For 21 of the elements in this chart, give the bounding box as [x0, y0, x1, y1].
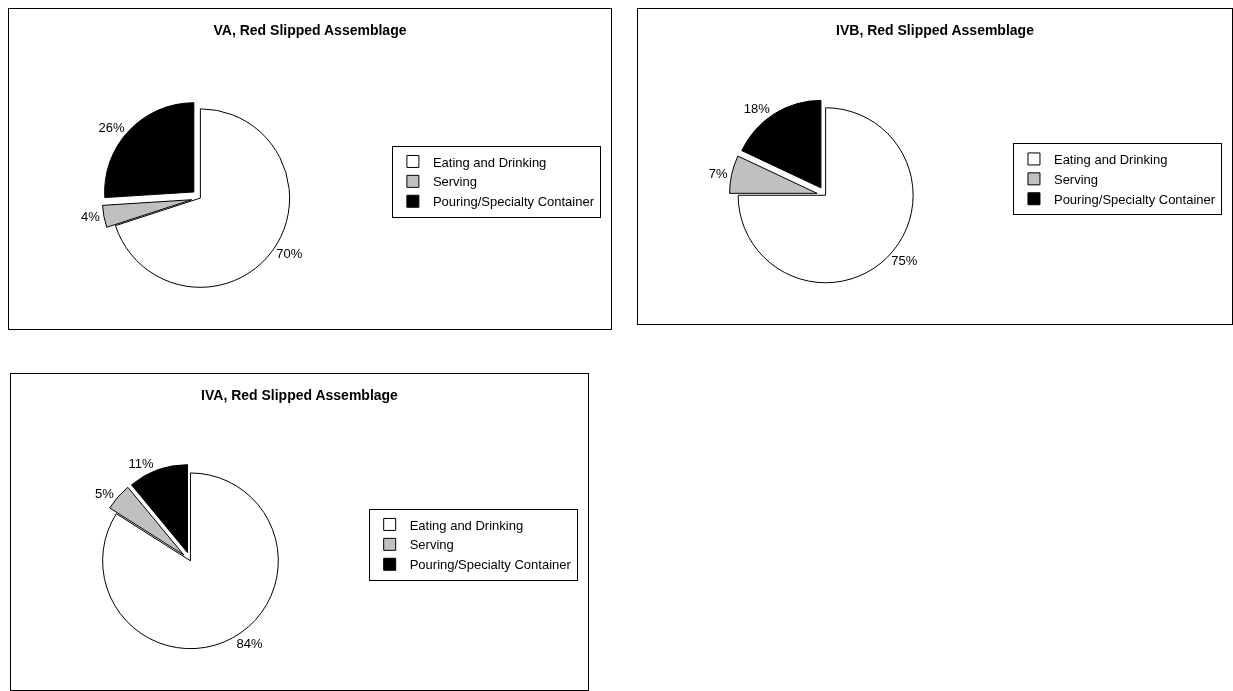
- data-label: 5%: [94, 486, 115, 502]
- chart-title: IVB, Red Slipped Assemblage: [836, 21, 1035, 38]
- data-label: 75%: [891, 253, 918, 269]
- legend-label: Pouring/Specialty Container: [1053, 191, 1216, 207]
- legend-label: Pouring/Specialty Container: [432, 194, 595, 210]
- data-label: 26%: [98, 119, 126, 135]
- data-label: 84%: [236, 636, 263, 652]
- chart-title: VA, Red Slipped Assemblage: [213, 21, 407, 38]
- data-label: 70%: [276, 245, 303, 261]
- legend-label: Eating and Drinking: [1053, 152, 1168, 168]
- legend-label: Pouring/Specialty Container: [409, 557, 572, 573]
- data-label: 4%: [80, 209, 101, 225]
- data-label: 7%: [708, 166, 728, 182]
- legend-label: Eating and Drinking: [432, 154, 547, 170]
- data-label: 11%: [128, 455, 154, 471]
- chart-title: IVA, Red Slipped Assemblage: [201, 386, 399, 403]
- legend-label: Serving: [1053, 171, 1099, 187]
- legend-label: Serving: [409, 537, 454, 553]
- legend-label: Eating and Drinking: [409, 517, 524, 533]
- legend-label: Serving: [432, 174, 477, 190]
- data-label: 18%: [743, 101, 771, 117]
